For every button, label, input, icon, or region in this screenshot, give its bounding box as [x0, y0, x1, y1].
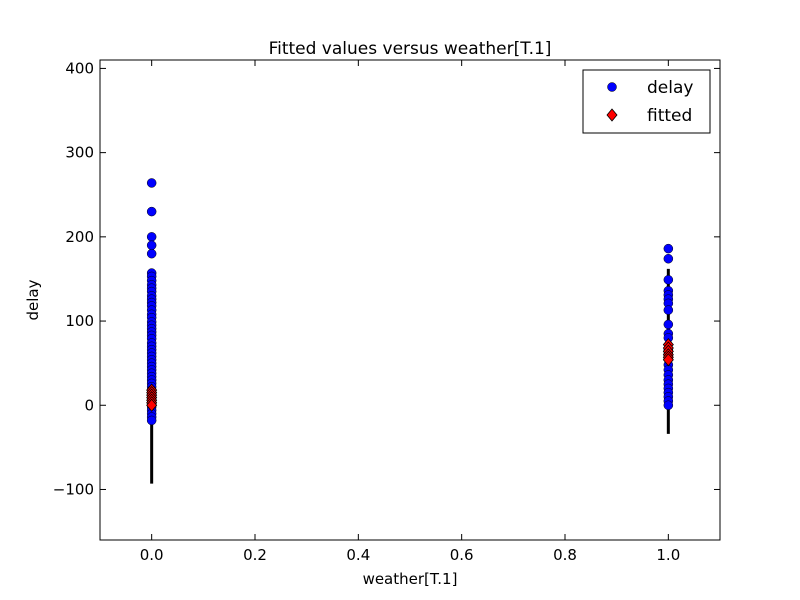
plot-frame [99, 59, 721, 541]
legend-marker-fitted [606, 108, 618, 122]
y-tick-label: −100 [53, 480, 94, 498]
chart-title: Fitted values versus weather[T.1] [269, 39, 552, 59]
delay-point [663, 275, 674, 285]
delay-point [146, 240, 157, 251]
x-axis-label: weather[T.1] [363, 570, 458, 588]
plot-area [100, 60, 720, 540]
y-tick-label: 200 [65, 228, 94, 246]
x-axis-ticks: 0.0 0.2 0.4 0.6 0.8 1.0 [140, 60, 680, 564]
y-tick-label: 0 [84, 396, 94, 414]
data-points [146, 178, 674, 426]
delay-point [146, 415, 157, 426]
legend-label-fitted: fitted [647, 106, 692, 126]
delay-point [146, 232, 157, 242]
x-tick-label: 0.8 [553, 546, 577, 564]
x-tick-label: 0.2 [243, 546, 267, 564]
y-tick-label: 300 [65, 144, 94, 162]
fitted-point [662, 353, 674, 367]
delay-point [663, 400, 674, 411]
legend-label-delay: delay [647, 78, 693, 98]
x-tick-label: 0.0 [140, 546, 164, 564]
delay-point [663, 253, 674, 264]
x-tick-label: 1.0 [656, 546, 680, 564]
legend-marker-delay [607, 82, 617, 92]
delay-point [146, 206, 157, 217]
delay-point [663, 243, 674, 254]
x-tick-label: 0.4 [346, 546, 370, 564]
delay-point [146, 178, 157, 188]
y-tick-label: 100 [65, 312, 94, 330]
legend: delay fitted [582, 69, 711, 134]
delay-point [146, 248, 157, 259]
delay-point [663, 319, 674, 330]
y-tick-label: 400 [65, 59, 94, 77]
delay-point [663, 305, 674, 315]
y-axis-ticks: −100 0 100 200 300 400 [53, 59, 720, 498]
x-tick-label: 0.6 [450, 546, 474, 564]
fitted-point [146, 398, 158, 412]
legend-box [582, 69, 711, 134]
y-axis-label: delay [24, 279, 42, 320]
